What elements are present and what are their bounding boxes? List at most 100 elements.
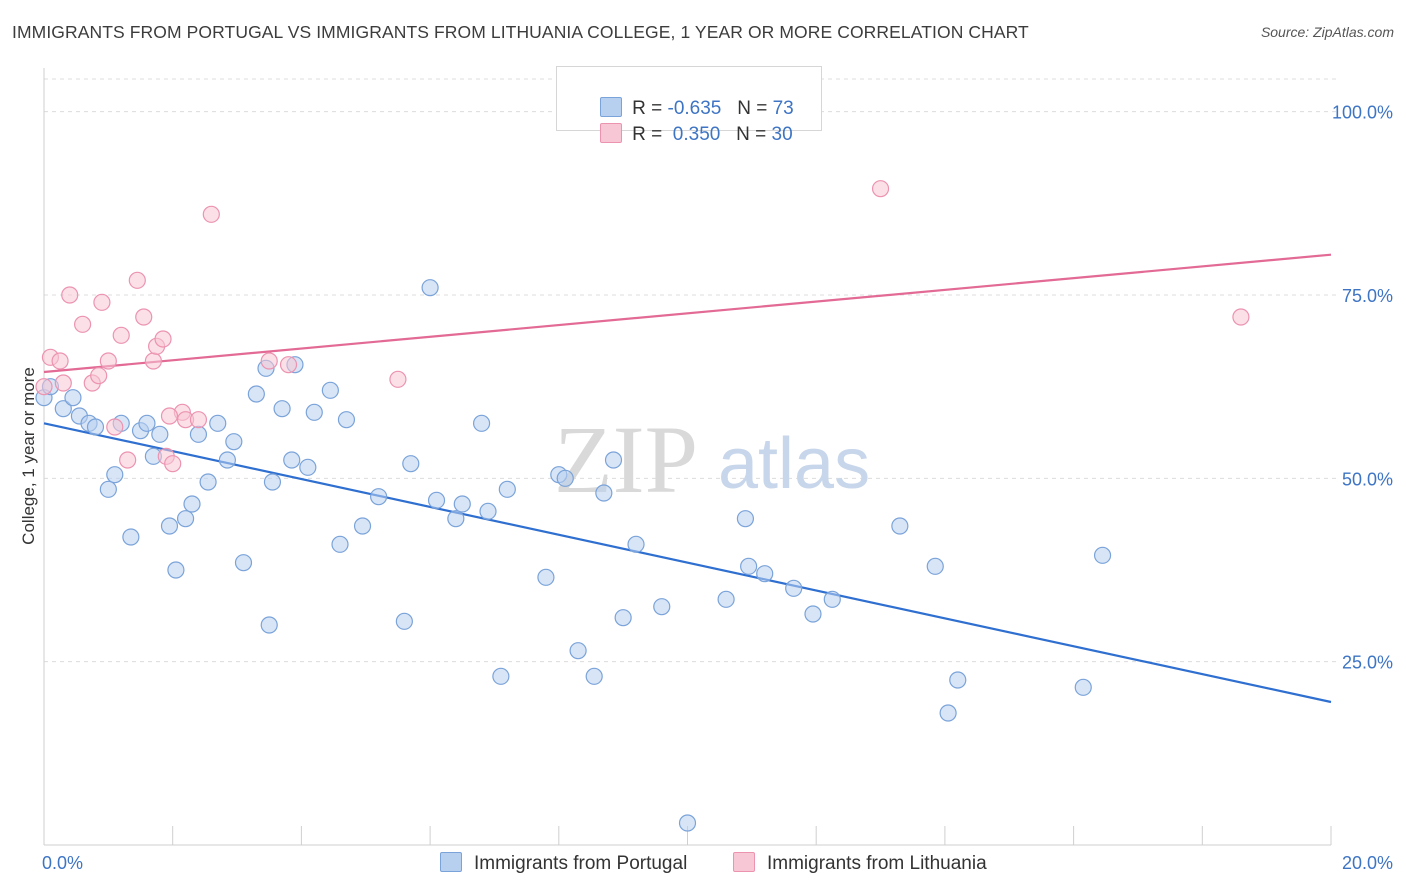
portugal-point xyxy=(926,557,944,575)
y-tick-label: 75.0% xyxy=(1342,286,1393,306)
portugal-point xyxy=(421,279,439,297)
lithuania-point xyxy=(35,378,53,396)
portugal-point xyxy=(64,389,82,407)
portugal-point xyxy=(627,535,645,553)
legend-item-lithuania: Immigrants from Lithuania xyxy=(733,852,987,875)
lithuania-point xyxy=(54,374,72,392)
portugal-point xyxy=(823,590,841,608)
portugal-swatch xyxy=(600,97,623,117)
r-label: R = xyxy=(632,98,668,119)
lithuania-point xyxy=(90,367,108,385)
portugal-point xyxy=(1074,678,1092,696)
lithuania-legend-swatch xyxy=(733,852,755,872)
grid-lines xyxy=(44,78,1339,663)
lithuania-point xyxy=(164,455,182,473)
portugal-point xyxy=(138,414,156,432)
legend-item-portugal: Immigrants from Portugal xyxy=(440,852,687,875)
lithuania-point xyxy=(112,326,130,344)
portugal-point xyxy=(218,451,236,469)
y-tick-label: 50.0% xyxy=(1342,469,1393,489)
portugal-point xyxy=(199,473,217,491)
chart-title: IMMIGRANTS FROM PORTUGAL VS IMMIGRANTS F… xyxy=(12,22,1029,42)
lithuania-point xyxy=(202,205,220,223)
portugal-point xyxy=(86,418,105,436)
x-tick-label: 20.0% xyxy=(1342,853,1393,873)
portugal-point xyxy=(756,565,774,583)
lithuania-point xyxy=(389,370,407,388)
portugal-point xyxy=(472,414,491,432)
stats-legend: R = -0.635 N = 73 R = 0.350 N = 30 xyxy=(556,66,822,145)
portugal-point xyxy=(653,598,671,616)
portugal-point xyxy=(305,403,323,421)
stats-row-lithuania: R = 0.350 N = 30 xyxy=(579,101,793,145)
lithuania-point xyxy=(135,308,153,326)
portugal-point xyxy=(804,605,822,623)
portugal-point xyxy=(263,473,282,491)
lithuania-point xyxy=(260,352,278,370)
portugal-point xyxy=(447,510,465,528)
portugal-point xyxy=(939,704,957,722)
n-label: N = xyxy=(736,124,772,145)
n-value: 73 xyxy=(772,98,794,119)
portugal-point xyxy=(427,491,446,509)
y-tick-label: 100.0% xyxy=(1332,103,1393,123)
lithuania-point xyxy=(189,411,208,429)
portugal-point xyxy=(785,579,803,597)
portugal-point xyxy=(569,642,587,660)
portugal-point xyxy=(337,411,356,429)
portugal-point xyxy=(1093,546,1112,564)
portugal-point xyxy=(299,458,317,476)
portugal-point xyxy=(54,400,72,418)
n-label: N = xyxy=(737,98,773,119)
y-tick-label: 25.0% xyxy=(1342,653,1393,673)
lithuania-point xyxy=(119,451,137,469)
portugal-point xyxy=(402,455,420,473)
portugal-point xyxy=(331,535,349,553)
portugal-point xyxy=(717,590,735,608)
r-value: 0.350 xyxy=(667,124,721,145)
lithuania-point xyxy=(1232,308,1250,326)
lithuania-point xyxy=(106,418,124,436)
portugal-point xyxy=(479,502,497,520)
r-label: R = xyxy=(632,124,668,145)
data-points xyxy=(35,180,1250,832)
lithuania-point xyxy=(154,330,172,348)
lithuania-point xyxy=(128,271,146,289)
portugal-point xyxy=(321,381,339,399)
lithuania-point xyxy=(160,407,179,425)
portugal-legend-swatch xyxy=(440,852,462,872)
portugal-point xyxy=(176,510,195,528)
lithuania-point xyxy=(871,180,890,198)
watermark-zip: ZIP xyxy=(554,406,698,513)
y-axis-label: College, 1 year or more xyxy=(19,367,38,545)
stats-row-portugal: R = -0.635 N = 73 xyxy=(579,75,794,119)
portugal-point xyxy=(891,517,909,535)
portugal-point xyxy=(595,484,613,502)
lithuania-trend-line xyxy=(43,253,1332,374)
portugal-point xyxy=(260,616,278,634)
portugal-point xyxy=(740,557,758,575)
lithuania-point xyxy=(99,352,117,370)
tick-labels: 25.0% 50.0% 75.0% 100.0% 0.0% 20.0% xyxy=(42,103,1393,873)
portugal-point xyxy=(492,667,510,685)
portugal-point xyxy=(160,517,179,535)
portugal-point xyxy=(234,554,253,572)
portugal-point xyxy=(614,609,632,627)
lithuania-point xyxy=(61,286,79,304)
portugal-point xyxy=(273,400,291,418)
source-credit: Source: ZipAtlas.com xyxy=(1260,24,1394,40)
portugal-trend-line xyxy=(43,422,1332,704)
lithuania-point xyxy=(144,352,162,370)
portugal-point xyxy=(604,451,623,469)
portugal-point xyxy=(183,495,201,513)
portugal-point xyxy=(122,528,140,546)
lithuania-point xyxy=(93,293,111,311)
lithuania-point xyxy=(279,356,298,374)
portugal-point xyxy=(370,488,388,506)
legend-label: Immigrants from Lithuania xyxy=(767,853,987,874)
lithuania-point xyxy=(74,315,92,333)
axes xyxy=(43,68,1332,846)
watermark-atlas: atlas xyxy=(718,424,870,504)
portugal-point xyxy=(209,414,227,432)
portugal-point xyxy=(949,671,967,689)
